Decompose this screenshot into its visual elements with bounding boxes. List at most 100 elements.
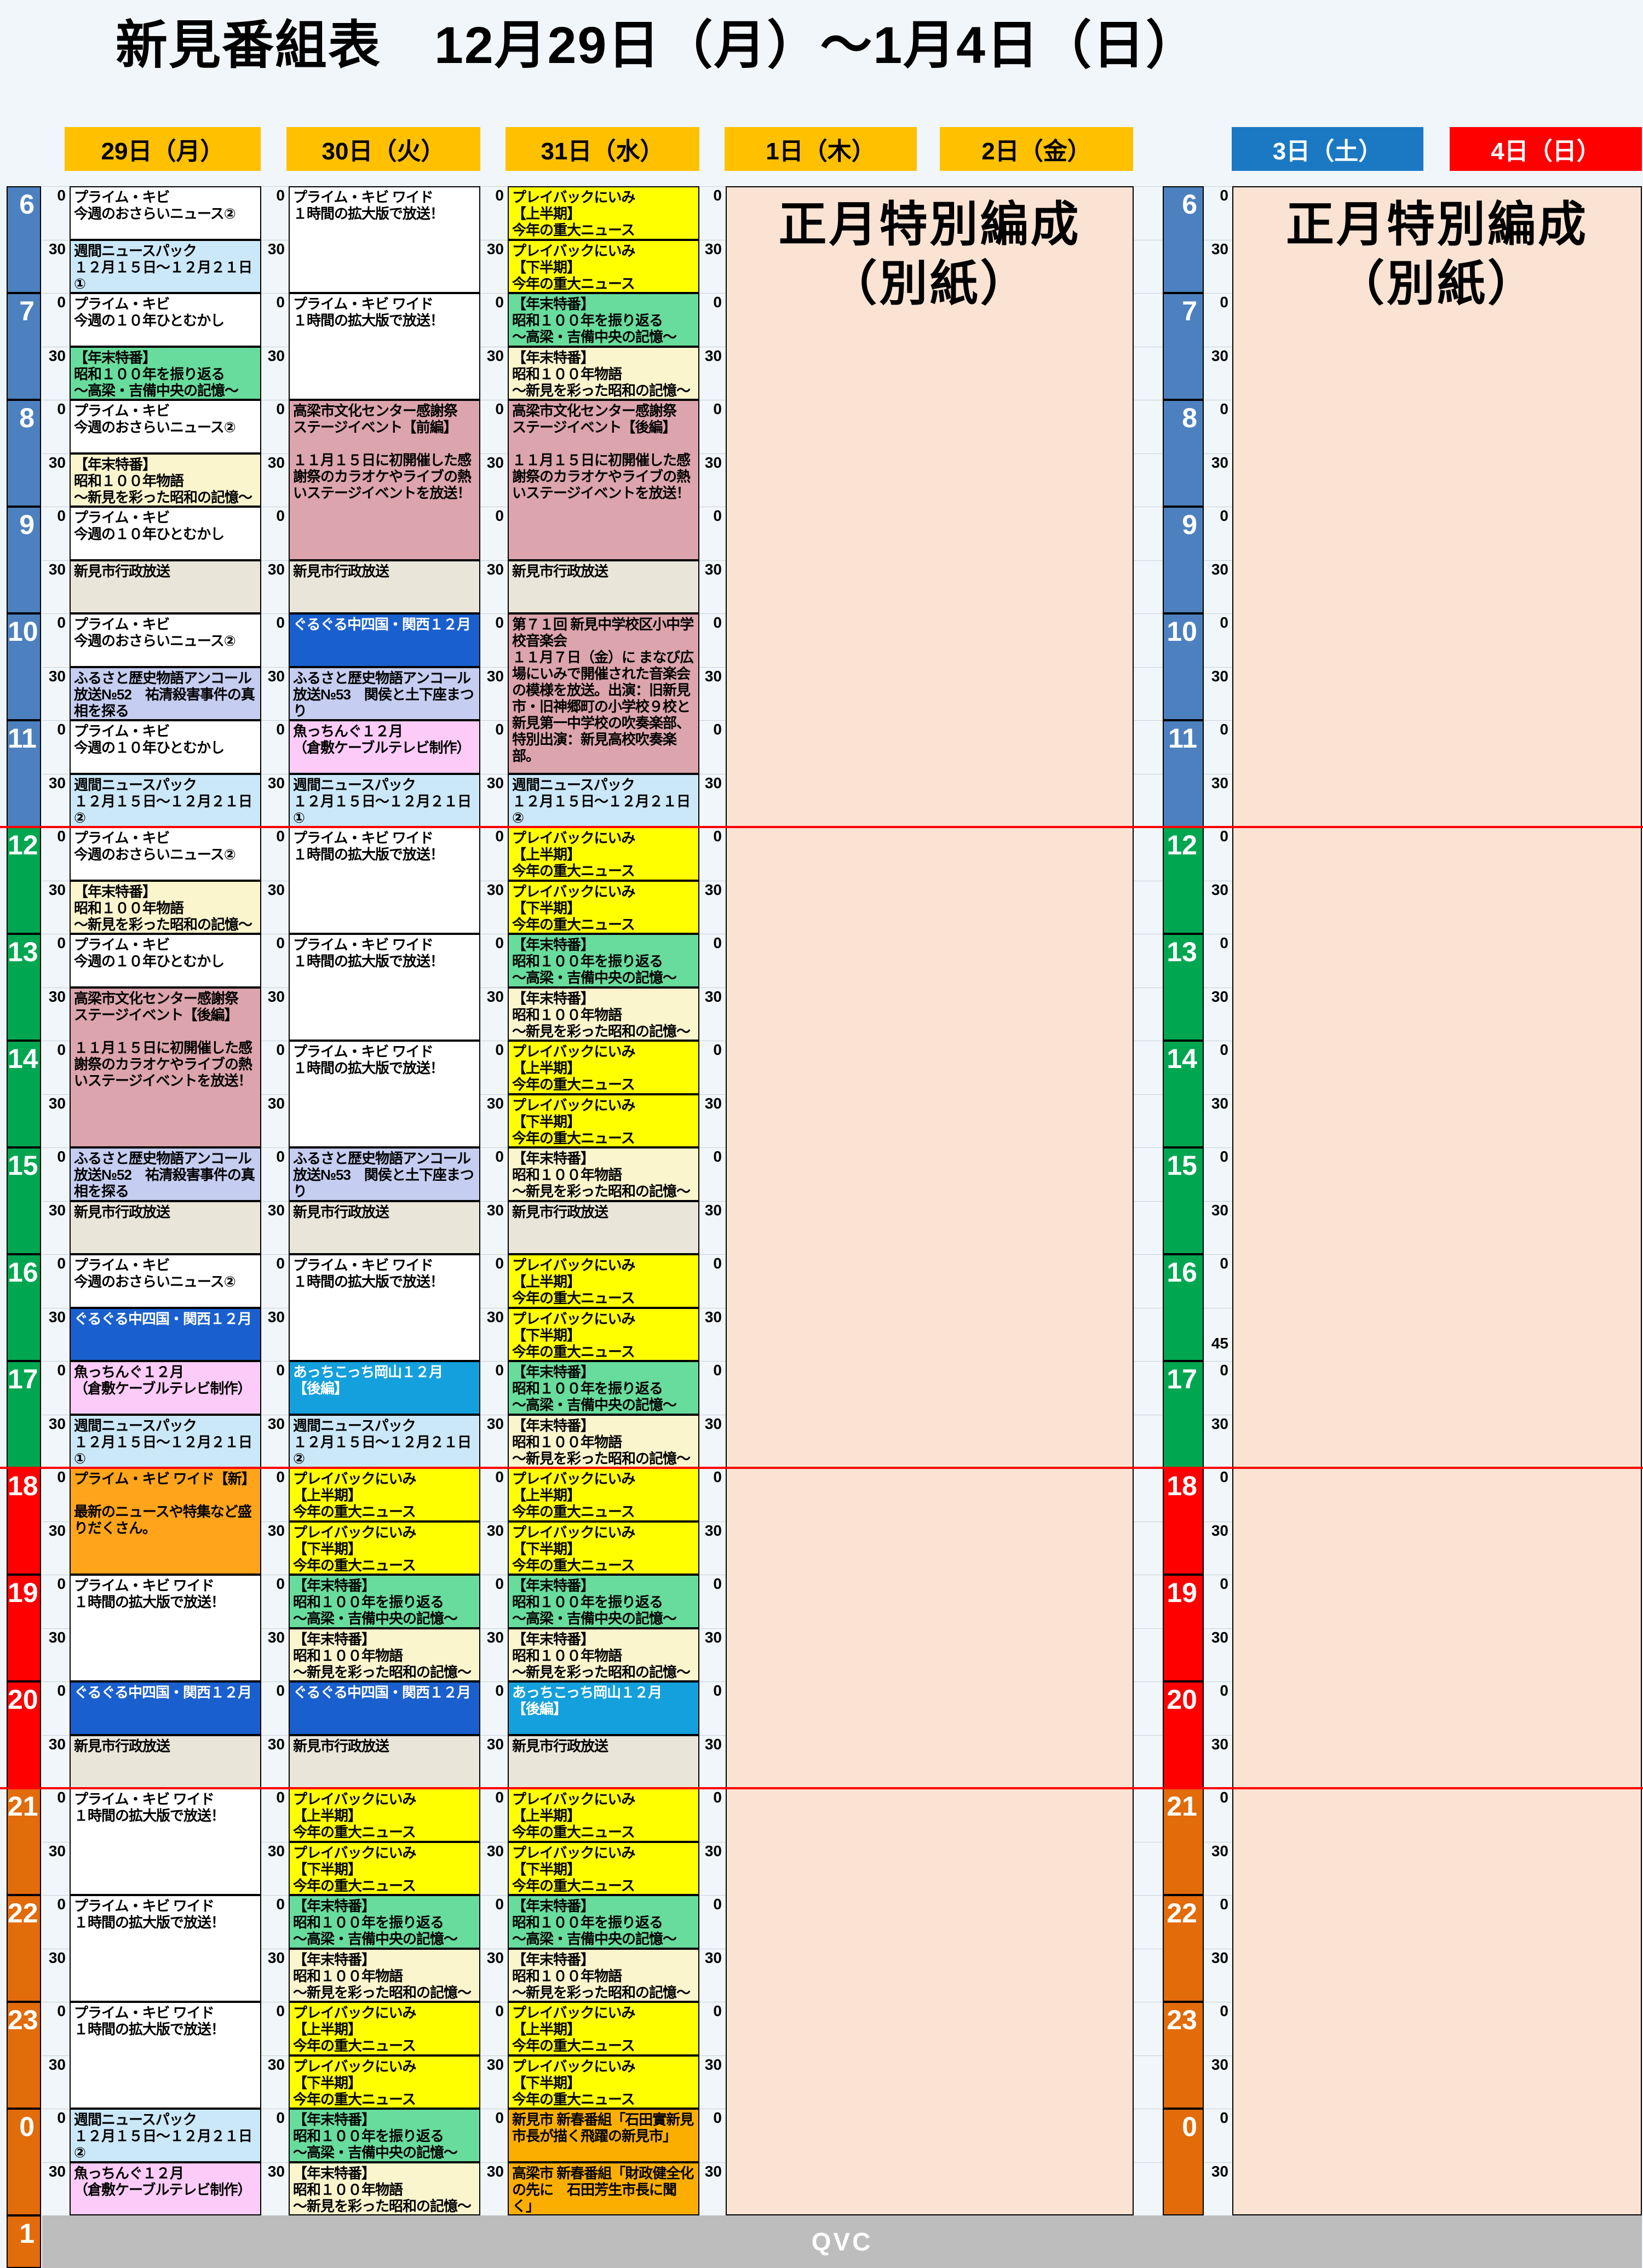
minute-label: 0: [495, 614, 504, 631]
minute-label: 30: [486, 1308, 504, 1325]
minute-label: 0: [713, 1789, 722, 1806]
program-cell: 高梁市文化センター感謝祭 ステージイベント【前編】 １１月１５日に初開催した感謝祭の…: [289, 400, 480, 560]
minute-label: 30: [486, 667, 504, 685]
program-cell: 週間ニュースパック １２月１５日～１２月２１日①: [70, 1414, 261, 1468]
program-cell: 【年末特番】 昭和１００年物語 ～新見を彩った昭和の記憶～: [508, 1414, 699, 1468]
hour-label-left: 9: [7, 507, 41, 613]
minute-label: 30: [1211, 453, 1228, 471]
minute-label: 0: [1220, 828, 1228, 845]
special-block-jan3-4: 正月特別編成 （別紙）: [1232, 186, 1642, 2215]
minute-label: 30: [48, 1842, 66, 1859]
qvc-footer-bar: QVC: [42, 2215, 1642, 2268]
program-cell: プレイバックにいみ 【下半期】 今年の重大ニュース: [289, 1841, 480, 1895]
minute-label: 30: [486, 347, 504, 364]
minute-label: 0: [276, 934, 285, 951]
hour-label-right: 13: [1163, 934, 1204, 1041]
minute-label: 30: [486, 1415, 504, 1432]
program-cell: 週間ニュースパック １２月１５日～１２月２１日②: [70, 2109, 261, 2162]
minute-label: 30: [486, 987, 504, 1005]
minute-label: 30: [1211, 2162, 1228, 2180]
program-cell: 新見市行政放送: [508, 560, 699, 613]
program-cell: 週間ニュースパック １２月１５日～１２月２１日①: [70, 239, 261, 293]
minute-label: 30: [48, 453, 66, 471]
hour-label-left: 14: [7, 1041, 41, 1147]
minute-label: 0: [57, 187, 66, 204]
minute-label: 30: [48, 1521, 66, 1539]
minute-label: 0: [713, 1682, 722, 1699]
program-cell: あっちこっち岡山１２月 【後編】: [289, 1361, 480, 1415]
minute-label: 0: [1220, 2109, 1228, 2126]
minute-label: 30: [48, 1415, 66, 1432]
hour-label-left: 16: [7, 1254, 41, 1361]
minute-label: 30: [1211, 987, 1228, 1005]
program-cell: プレイバックにいみ 【上半期】 今年の重大ニュース: [289, 2002, 480, 2055]
minute-label: 0: [495, 1682, 504, 1699]
minute-label: 30: [1211, 1842, 1228, 1859]
red-divider-line: [0, 1467, 1643, 1469]
minute-label: 0: [713, 1362, 722, 1379]
minute-label: 0: [713, 294, 722, 311]
day-header: 1日（木）: [725, 127, 917, 171]
minute-label: 30: [48, 1735, 66, 1753]
minute-label: 30: [48, 1308, 66, 1325]
minute-label: 0: [57, 294, 66, 311]
minute-label: 0: [1220, 1041, 1228, 1058]
minute-label: 30: [486, 1949, 504, 1966]
minute-label: 30: [48, 2055, 66, 2073]
minute-label: 0: [57, 1896, 66, 1913]
program-cell: ぐるぐる中四国・関西１２月: [289, 613, 480, 667]
hour-label-right: 21: [1163, 1788, 1204, 1895]
program-cell: プライム・キビ ワイド【新】 最新のニュースや特集など盛りだくさん。: [70, 1468, 261, 1575]
program-cell: ふるさと歴史物語アンコール 放送№53 関侯と土下座まつり: [289, 1147, 480, 1201]
hour-label-left-stub: 1: [7, 2215, 41, 2268]
minute-label: 30: [267, 1201, 285, 1219]
program-cell: ぐるぐる中四国・関西１２月: [70, 1681, 261, 1735]
minute-label: 0: [276, 614, 285, 631]
hour-label-left: 13: [7, 934, 41, 1041]
program-cell: 【年末特番】 昭和１００年を振り返る ～高梁・吉備中央の記憶～: [508, 293, 699, 347]
minute-label: 30: [48, 240, 66, 257]
minute-label: 30: [267, 2055, 285, 2073]
minute-label: 0: [276, 828, 285, 845]
minute-label: 0: [276, 2109, 285, 2126]
minute-label: 0: [1220, 2002, 1228, 2019]
program-cell: 週間ニュースパック １２月１５日～１２月２１日①: [289, 773, 480, 827]
minute-label: 30: [1211, 1094, 1228, 1112]
program-cell: プレイバックにいみ 【上半期】 今年の重大ニュース: [289, 1468, 480, 1521]
program-cell: 【年末特番】 昭和１００年を振り返る ～高梁・吉備中央の記憶～: [289, 1895, 480, 1949]
program-cell: 新見市行政放送: [508, 1201, 699, 1254]
hour-label-left: 7: [7, 293, 41, 400]
minute-label: 30: [704, 1308, 722, 1325]
minute-label: 30: [704, 560, 722, 578]
minute-label: 0: [276, 187, 285, 204]
minute-label: 0: [57, 721, 66, 738]
minute-label: 30: [48, 667, 66, 685]
minute-label: 30: [704, 667, 722, 685]
minute-label: 0: [495, 1575, 504, 1592]
program-cell: 【年末特番】 昭和１００年を振り返る ～高梁・吉備中央の記憶～: [70, 346, 261, 400]
hour-label-right: 18: [1163, 1468, 1204, 1575]
minute-label: 0: [276, 721, 285, 738]
minute-label: 0: [276, 1148, 285, 1165]
minute-label: 0: [57, 507, 66, 524]
hour-label-right: 22: [1163, 1895, 1204, 2002]
minute-label: 30: [704, 987, 722, 1005]
program-cell: 魚っちんぐ１２月 （倉敷ケーブルテレビ制作）: [70, 1361, 261, 1415]
minute-label: 30: [486, 1842, 504, 1859]
minute-label: 30: [48, 1628, 66, 1646]
hour-label-left: 19: [7, 1575, 41, 1681]
minute-label: 0: [276, 1682, 285, 1699]
program-cell: プライム・キビ 今週のおさらいニュース②: [70, 613, 261, 667]
minute-label: 30: [704, 2055, 722, 2073]
minute-label: 0: [713, 1255, 722, 1272]
minute-label: 0: [1220, 1468, 1228, 1485]
minute-label: 0: [713, 1148, 722, 1165]
minute-label: 0: [1220, 1575, 1228, 1592]
minute-label: 0: [57, 1789, 66, 1806]
minute-label: 0: [1220, 721, 1228, 738]
hour-label-right: 23: [1163, 2002, 1204, 2109]
program-cell: プレイバックにいみ 【下半期】 今年の重大ニュース: [508, 2055, 699, 2109]
minute-label: 0: [713, 828, 722, 845]
hour-label-left: 23: [7, 2002, 41, 2109]
minute-label: 0: [276, 1041, 285, 1058]
